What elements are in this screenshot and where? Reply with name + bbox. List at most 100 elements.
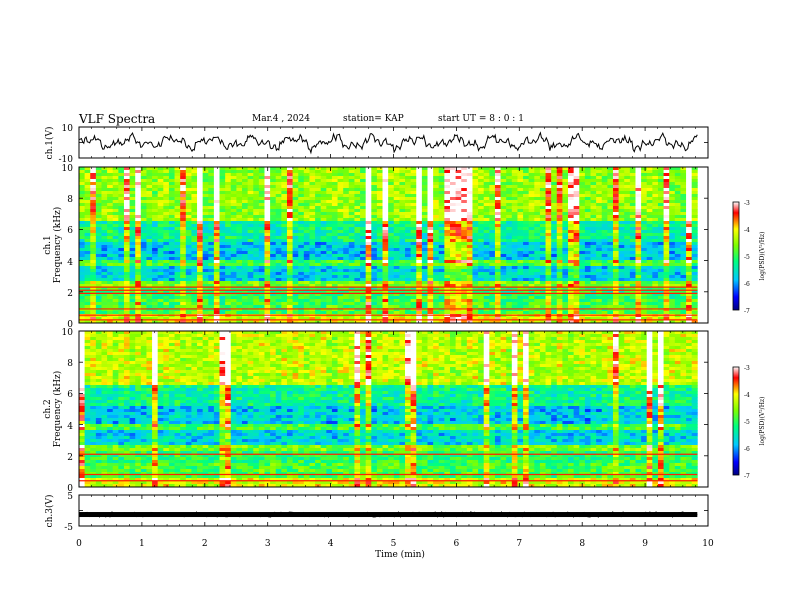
spectrogram-cell <box>320 167 327 171</box>
spectrogram-cell <box>382 281 389 285</box>
spectrogram-cell <box>354 197 361 201</box>
spectrogram-cell <box>146 176 153 180</box>
spectrogram-cell <box>669 209 676 213</box>
spectrogram-cell <box>500 215 507 219</box>
spectrogram-cell <box>286 272 293 276</box>
spectrogram-cell <box>539 284 546 288</box>
spectrogram-cell <box>225 227 232 231</box>
spectrogram-cell <box>416 236 423 240</box>
spectrogram-cell <box>590 206 597 210</box>
spectrogram-cell <box>219 170 226 174</box>
spectrogram-cell <box>230 215 237 219</box>
spectrogram-cell <box>371 236 378 240</box>
spectrogram-cell <box>478 260 485 264</box>
spectrogram-cell <box>393 260 400 264</box>
spectrogram-cell <box>612 251 620 255</box>
spectrogram-cell <box>208 176 215 180</box>
spectrogram-cell <box>129 233 136 237</box>
spectrogram-cell <box>612 275 620 279</box>
spectrogram-cell <box>691 191 698 195</box>
spectrogram-cell <box>461 245 468 249</box>
spectrogram-cell <box>590 167 597 171</box>
spectrogram-cell <box>444 170 451 174</box>
spectrogram-cell <box>646 167 653 171</box>
spectrogram-cell <box>376 287 383 291</box>
spectrogram-cell <box>551 278 558 282</box>
spectrogram-cell <box>478 200 485 204</box>
spectrogram-cell <box>601 272 608 276</box>
spectrogram-cell <box>494 191 501 195</box>
spectrogram-cell <box>405 170 412 174</box>
spectrogram-cell <box>79 254 86 258</box>
spectrogram-cell <box>686 170 693 174</box>
spectrogram-cell <box>421 197 428 201</box>
spectrogram-cell <box>635 203 642 207</box>
spectrogram-cell <box>202 212 209 216</box>
spectrogram-cell <box>551 209 558 213</box>
spectrogram-cell <box>500 197 507 201</box>
spectrogram-cell <box>410 185 417 189</box>
spectrogram-cell <box>528 287 535 291</box>
spectrogram-cell <box>590 194 597 198</box>
spectrogram-cell <box>371 221 378 225</box>
spectrogram-cell <box>562 248 569 252</box>
spectrogram-cell <box>416 296 423 300</box>
spectrogram-cell <box>399 269 406 273</box>
spectrogram-cell <box>309 179 316 183</box>
spectrogram-cell <box>315 245 322 249</box>
spectrogram-cell <box>90 182 97 186</box>
spectrogram-cell <box>298 278 305 282</box>
spectrogram-cell <box>354 206 361 210</box>
spectrogram-cell <box>421 233 428 237</box>
spectrogram-cell <box>225 287 232 291</box>
spectrogram-cell <box>646 275 653 279</box>
spectrogram-cell <box>427 227 434 231</box>
spectrogram-cell <box>331 221 338 225</box>
spectrogram-cell <box>494 281 501 285</box>
spectrogram-cell <box>101 185 108 189</box>
spectrogram-cell <box>573 239 580 243</box>
spectrogram-cell <box>635 194 642 198</box>
spectrogram-cell <box>416 230 423 234</box>
spectrogram-cell <box>348 215 355 219</box>
spectrogram-cell <box>405 245 412 249</box>
spectrogram-cell <box>629 269 636 273</box>
spectrogram-cell <box>135 176 142 180</box>
spectrogram-cell <box>348 206 355 210</box>
spectrogram-cell <box>433 182 440 186</box>
spectrogram-cell <box>79 236 86 240</box>
spectrogram-cell <box>101 278 108 282</box>
spectrogram-cell <box>343 287 350 291</box>
spectrogram-cell <box>405 269 412 273</box>
spectrogram-cell <box>371 290 378 294</box>
spectrogram-cell <box>107 170 114 174</box>
spectrogram-cell <box>152 251 159 255</box>
spectrogram-cell <box>579 236 586 240</box>
spectrogram-cell <box>242 227 249 231</box>
spectrogram-cell <box>393 236 400 240</box>
spectrogram-cell <box>354 296 361 300</box>
spectrogram-cell <box>185 290 192 294</box>
spectrogram-cell <box>573 275 580 279</box>
spectrogram-cell <box>281 284 288 288</box>
spectrogram-cell <box>118 191 125 195</box>
spectrogram-cell <box>427 167 434 171</box>
spectrogram-cell <box>292 245 299 249</box>
spectrogram-cell <box>365 275 372 279</box>
spectrogram-cell <box>112 200 119 204</box>
spectrogram-cell <box>388 263 395 267</box>
spectrogram-cell <box>230 236 237 240</box>
spectrogram-cell <box>534 260 541 264</box>
spectrogram-cell <box>686 293 693 297</box>
spectrogram-cell <box>236 197 243 201</box>
spectrogram-cell <box>219 218 226 222</box>
spectrogram-cell <box>551 173 558 177</box>
spectrogram-cell <box>230 254 237 258</box>
spectrogram-cell <box>669 188 676 192</box>
spectrogram-cell <box>343 176 350 180</box>
spectrogram-cell <box>129 266 136 270</box>
spectrogram-cell <box>180 242 187 246</box>
spectrogram-cell <box>331 185 338 189</box>
spectrogram-cell <box>365 167 372 171</box>
spectrogram-cell <box>123 179 130 183</box>
